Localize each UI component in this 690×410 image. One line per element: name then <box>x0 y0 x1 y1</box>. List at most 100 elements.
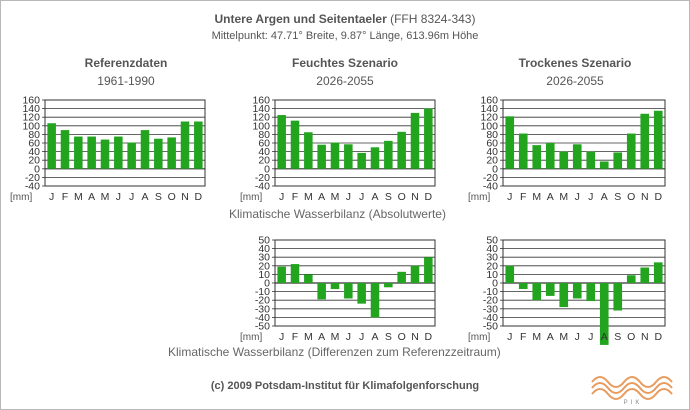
bar-8 <box>141 130 150 169</box>
x-tick-label: O <box>398 191 406 203</box>
x-tick-label: J <box>575 191 580 203</box>
x-tick-label: A <box>318 191 325 203</box>
x-tick-label: J <box>359 191 364 203</box>
x-tick-label: J <box>346 191 351 203</box>
x-tick-label: A <box>318 331 325 343</box>
bar-7 <box>357 153 366 169</box>
x-tick-label: J <box>575 331 580 343</box>
bar-5 <box>559 283 568 307</box>
unit-label: [mm] <box>240 192 262 203</box>
x-tick-label: O <box>398 331 406 343</box>
x-tick-label: M <box>331 191 340 203</box>
bar-12 <box>654 262 663 283</box>
x-tick-label: J <box>346 331 351 343</box>
chart-wet-abs: 160140120100806040200-20-40J F M A M J J A S O N D[… <box>240 95 435 204</box>
x-tick-label: J <box>359 331 364 343</box>
unit-label: [mm] <box>468 192 490 203</box>
bar-12 <box>194 122 203 169</box>
x-tick-label: M <box>559 191 568 203</box>
bar-9 <box>384 283 393 287</box>
x-tick-label: M <box>304 331 313 343</box>
y-tick-label: -40 <box>483 181 498 193</box>
x-tick-label: J <box>49 191 54 203</box>
y-tick-label: -50 <box>255 321 270 333</box>
x-tick-label: A <box>371 191 378 203</box>
bar-3 <box>304 274 313 283</box>
x-tick-label: D <box>195 191 203 203</box>
x-tick-label: M <box>532 331 541 343</box>
x-tick-label: M <box>532 191 541 203</box>
bar-3 <box>532 283 541 300</box>
bar-2 <box>291 264 300 283</box>
bar-11 <box>411 266 420 283</box>
x-tick-label: J <box>116 191 121 203</box>
x-tick-label: N <box>411 331 419 343</box>
bar-12 <box>654 111 663 169</box>
bar-5 <box>559 152 568 169</box>
x-tick-label: N <box>181 191 189 203</box>
x-tick-label: M <box>304 191 313 203</box>
bar-4 <box>87 137 96 169</box>
bar-1 <box>277 115 286 169</box>
bar-6 <box>344 144 353 169</box>
y-tick-label: -50 <box>483 321 498 333</box>
x-tick-label: S <box>614 331 621 343</box>
x-tick-label: F <box>520 331 526 343</box>
bar-2 <box>519 134 528 169</box>
bar-8 <box>371 283 380 317</box>
unit-label: [mm] <box>240 332 262 343</box>
bar-7 <box>586 283 595 301</box>
x-tick-label: A <box>547 331 554 343</box>
bar-11 <box>640 268 649 283</box>
bar-6 <box>344 283 353 298</box>
x-tick-label: J <box>507 331 512 343</box>
bar-9 <box>154 139 163 169</box>
bar-1 <box>505 266 514 283</box>
bar-4 <box>546 283 555 296</box>
bar-1 <box>277 267 286 283</box>
x-tick-label: A <box>547 191 554 203</box>
bar-9 <box>613 152 622 168</box>
x-tick-label: M <box>559 331 568 343</box>
x-tick-label: D <box>425 191 433 203</box>
y-tick-label: -40 <box>255 181 270 193</box>
x-tick-label: F <box>520 191 526 203</box>
x-tick-label: J <box>507 191 512 203</box>
bar-11 <box>411 113 420 169</box>
x-tick-label: A <box>88 191 95 203</box>
bar-11 <box>181 122 190 169</box>
bar-3 <box>74 137 83 169</box>
bar-4 <box>317 283 326 299</box>
bar-4 <box>317 145 326 169</box>
x-tick-label: D <box>654 191 662 203</box>
x-tick-label: O <box>168 191 176 203</box>
x-tick-label: F <box>292 331 298 343</box>
bar-10 <box>397 132 406 169</box>
x-tick-label: A <box>141 191 148 203</box>
bar-10 <box>397 272 406 283</box>
bar-5 <box>331 283 340 289</box>
x-tick-label: J <box>129 191 134 203</box>
x-tick-label: M <box>331 331 340 343</box>
chart-wet-diff: 50403020100-10-20-30-40-50J F M A M J J A S O N D[m… <box>240 235 435 344</box>
x-tick-label: D <box>654 331 662 343</box>
x-tick-label: N <box>411 191 419 203</box>
pik-logo: PIK <box>588 368 678 406</box>
x-tick-label: D <box>425 331 433 343</box>
x-tick-label: J <box>588 331 593 343</box>
bar-4 <box>546 143 555 169</box>
bar-7 <box>127 143 136 169</box>
unit-label: [mm] <box>10 192 32 203</box>
bar-2 <box>61 130 70 169</box>
bar-2 <box>519 283 528 289</box>
x-tick-label: A <box>601 191 608 203</box>
bar-3 <box>532 145 541 169</box>
bar-6 <box>573 283 582 298</box>
x-tick-label: S <box>614 191 621 203</box>
x-tick-label: S <box>385 331 392 343</box>
x-tick-label: J <box>588 191 593 203</box>
x-tick-label: S <box>155 191 162 203</box>
bar-5 <box>331 143 340 169</box>
